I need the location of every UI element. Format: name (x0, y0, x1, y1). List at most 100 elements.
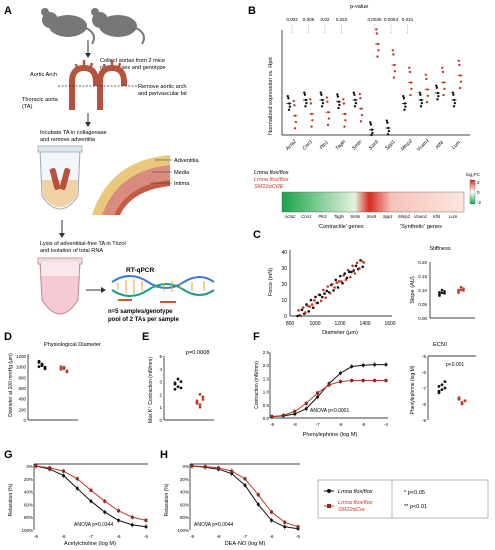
y-tick: -8 (422, 402, 426, 407)
data-point (437, 389, 441, 393)
y-tick: 2.0 (263, 363, 270, 368)
data-point (441, 70, 445, 74)
aorta-icon (69, 60, 127, 110)
x-tick: -7 (316, 422, 320, 427)
panel-f: F Contraction (mN/mm) 0.0 0.5 1.0 1.5 2.0 2.5… (253, 331, 476, 438)
x-tick: 1000 (309, 321, 320, 327)
pvalue-header: p-value (350, 4, 368, 10)
pvalue: 0.0063 (384, 17, 398, 22)
panel-b-points (286, 28, 463, 137)
x-tick: -8 (216, 534, 220, 539)
panel-a-letter: A (4, 5, 12, 17)
y-tick: 40 (281, 250, 287, 256)
data-point (309, 102, 313, 105)
thoracic-label-1: Thoracic aorta (22, 97, 59, 103)
y-tick: 3 (159, 380, 162, 385)
data-point (337, 280, 341, 283)
panel-b-ylabel: Normalized expression vs. Hprt (268, 57, 274, 135)
legend-sig-1: * p<0.05 (404, 490, 425, 496)
ec50-points (437, 380, 467, 406)
y-tick: -7 (422, 386, 426, 391)
data-point (320, 105, 324, 108)
heatmap-gene-label: Sox9 (367, 214, 377, 219)
data-point (462, 287, 465, 290)
data-point (198, 405, 202, 409)
data-point (296, 525, 300, 529)
mouse-icon (91, 8, 145, 45)
data-point (270, 518, 273, 522)
data-point (361, 379, 365, 383)
x-tick: -9 (190, 534, 194, 539)
scale-tick: 2 (477, 180, 480, 185)
x-tick: -5 (296, 534, 300, 539)
pvalue: 0.002 (286, 17, 298, 22)
data-point (351, 264, 354, 268)
data-point (384, 363, 388, 367)
data-point (321, 101, 325, 105)
data-point (310, 125, 313, 128)
data-point (37, 365, 41, 369)
y-tick: 0.0 (263, 416, 270, 421)
scale-tick: 0 (477, 190, 480, 195)
panel-c-xlabel: Diameter (µm) (322, 330, 358, 336)
data-point (75, 486, 79, 490)
data-point (458, 86, 462, 90)
n5-text-2: pool of 2 TAs per sample (108, 317, 180, 323)
pvalue: 0.005 (303, 17, 315, 22)
data-point (304, 311, 307, 314)
y-tick: 0.05 (418, 302, 427, 307)
data-point (314, 295, 317, 299)
data-point (358, 267, 361, 270)
legend-wt-label: Lmna flox/flox (254, 170, 289, 176)
panel-h-ylabel: Relaxation (%) (164, 483, 170, 516)
data-point (332, 289, 335, 292)
y-tick: 600 (18, 386, 26, 391)
data-point (300, 308, 304, 312)
x-tick: -6 (116, 534, 120, 539)
data-point (350, 365, 354, 369)
data-point (350, 270, 353, 274)
gene-label: Spp1 (384, 139, 397, 152)
data-point (418, 91, 421, 94)
series-line (191, 465, 299, 528)
data-point (293, 412, 297, 416)
media-label: Media (174, 170, 190, 176)
data-point (336, 95, 340, 98)
data-point (437, 385, 441, 388)
data-point (306, 304, 309, 308)
data-point (292, 99, 295, 103)
data-point (443, 87, 446, 91)
data-point (392, 76, 396, 79)
data-point (419, 93, 422, 96)
data-point (230, 472, 234, 476)
data-point (176, 385, 180, 389)
data-point (361, 363, 365, 367)
data-point (270, 415, 274, 419)
data-point (335, 281, 339, 284)
data-point (343, 272, 347, 275)
data-point (324, 296, 327, 299)
data-point (201, 398, 205, 401)
y-tick: 40% (24, 490, 33, 495)
data-point (384, 379, 388, 383)
legend-ko-2: SM22αCre (338, 507, 365, 513)
series-line (191, 465, 299, 530)
stiffness-points (438, 285, 465, 297)
data-point (392, 53, 395, 56)
mouse-icon (41, 8, 95, 45)
data-point (441, 66, 444, 70)
data-point (75, 477, 79, 481)
data-point (48, 466, 52, 470)
panel-e: E p=0.0008 Max K⁺ Contraction (mN/mm) 0 1… (142, 331, 214, 423)
data-point (338, 380, 342, 384)
data-point (457, 59, 460, 62)
data-point (117, 518, 120, 522)
data-point (283, 520, 287, 524)
scale-tick: -2 (477, 200, 481, 205)
heatmap-gene-label: Tagln (334, 214, 345, 219)
data-point (425, 77, 428, 81)
data-point (65, 369, 69, 373)
data-point (316, 301, 320, 305)
y-tick: 100% (21, 528, 33, 533)
